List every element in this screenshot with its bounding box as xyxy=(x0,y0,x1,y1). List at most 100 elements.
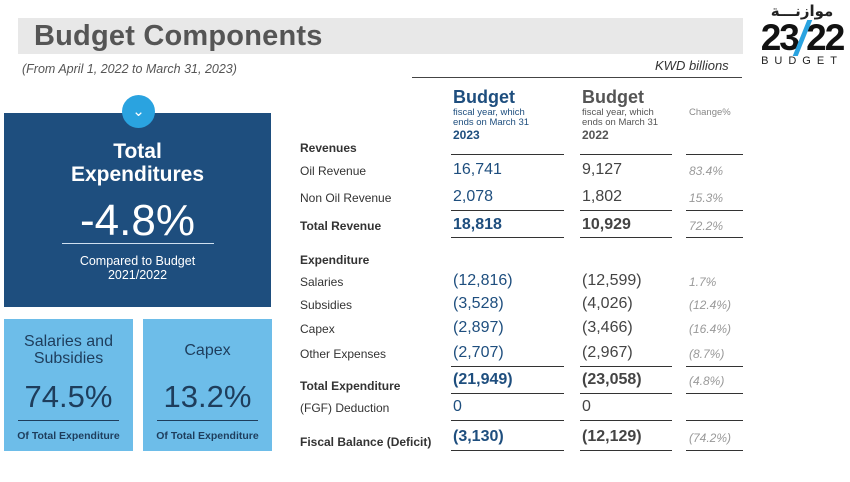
header-2022-desc2: ends on March 31 xyxy=(582,117,659,128)
total-expenditures-title: Total Expenditures xyxy=(4,140,271,186)
change-column-header: Change% xyxy=(689,107,731,118)
subsidies-2023: (3,528) xyxy=(453,295,504,312)
total-card-divider xyxy=(62,243,214,244)
salaries-2022: (12,599) xyxy=(582,272,642,289)
total-expenditure-change: (4.8%) xyxy=(689,374,725,388)
total-revenue-2023: 18,818 xyxy=(453,216,502,233)
header-2023-desc2: ends on March 31 xyxy=(453,117,530,128)
header-divider xyxy=(412,77,742,78)
header-2022-year: 2022 xyxy=(582,128,609,142)
rule-above-fiscal-balance-2022 xyxy=(580,420,672,421)
rule-below-total-revenue-2022 xyxy=(580,237,672,238)
row-label-total-expenditure: Total Expenditure xyxy=(300,379,401,393)
rule-below-total-revenue-2023 xyxy=(451,237,564,238)
fgf-deduction-2022: 0 xyxy=(582,398,591,415)
rule-below-fiscal-balance-change xyxy=(686,450,743,451)
salaries-card-percent: 74.5% xyxy=(24,379,113,414)
rule-below-total-expenditure-2022 xyxy=(580,393,672,394)
chevron-down-icon: ⌄ xyxy=(122,95,155,128)
budget-logo: موازنـــة 23 22 BUDGET xyxy=(754,2,846,68)
salaries-card-caption: Of Total Expenditure xyxy=(17,430,120,442)
header-2023-title: Budget xyxy=(453,87,515,107)
rule-above-fiscal-balance-change xyxy=(686,420,743,421)
row-label-other-expenses: Other Expenses xyxy=(300,347,387,361)
capex-change: (16.4%) xyxy=(689,322,732,336)
capex-2023: (2,897) xyxy=(453,319,504,336)
rule-above-total-revenue-2022 xyxy=(580,210,672,211)
total-revenue-2022: 10,929 xyxy=(582,216,631,233)
rule-above-total-expenditure-2023 xyxy=(451,366,564,367)
non-oil-revenue-2023: 2,078 xyxy=(453,188,494,205)
title-bar xyxy=(18,18,743,54)
total-compare-text: Compared to Budget 2021/2022 xyxy=(4,254,271,282)
other-expenses-change: (8.7%) xyxy=(689,347,725,361)
total-expenditures-percent: -4.8% xyxy=(80,196,195,245)
other-expenses-2022: (2,967) xyxy=(582,344,633,361)
row-label-fgf-deduction: (FGF) Deduction xyxy=(300,401,390,415)
header-2022-desc1: fiscal year, which xyxy=(582,107,654,118)
header-rule-2022 xyxy=(580,154,672,155)
oil-revenue-2023: 16,741 xyxy=(453,161,502,178)
row-label-subsidies: Subsidies xyxy=(300,298,353,312)
oil-revenue-change: 83.4% xyxy=(689,164,724,178)
logo-word: BUDGET xyxy=(761,55,843,67)
page-title: Budget Components xyxy=(34,20,323,52)
total-revenue-change: 72.2% xyxy=(689,219,724,233)
units-label: KWD billions xyxy=(655,58,729,73)
column-header-2023: Budget fiscal year, which ends on March … xyxy=(453,88,529,142)
column-header-2022: Budget fiscal year, which ends on March … xyxy=(582,88,658,142)
subsidies-2022: (4,026) xyxy=(582,295,633,312)
header-rule-2023 xyxy=(451,154,564,155)
fgf-deduction-2023: 0 xyxy=(453,398,462,415)
rule-below-fiscal-balance-2023 xyxy=(451,450,564,451)
row-label-oil-revenue: Oil Revenue xyxy=(300,164,367,178)
header-2023-year: 2023 xyxy=(453,128,480,142)
rule-above-total-expenditure-change xyxy=(686,366,743,367)
capex-2022: (3,466) xyxy=(582,319,633,336)
row-label-capex: Capex xyxy=(300,322,335,336)
capex-card-title: Capex xyxy=(184,342,231,359)
subsidies-change: (12.4%) xyxy=(689,298,732,312)
salaries-title-line2: Subsidies xyxy=(33,350,104,367)
fiscal-balance-2022: (12,129) xyxy=(582,428,642,445)
rule-below-fiscal-balance-2022 xyxy=(580,450,672,451)
total-title-line2: Expenditures xyxy=(70,163,205,186)
fiscal-balance-2023: (3,130) xyxy=(453,428,504,445)
header-rule-change xyxy=(686,154,743,155)
rule-below-total-expenditure-change xyxy=(686,393,743,394)
total-expenditure-2022: (23,058) xyxy=(582,371,642,388)
rule-above-total-revenue-2023 xyxy=(451,210,564,211)
oil-revenue-2022: 9,127 xyxy=(582,161,623,178)
salaries-card-divider xyxy=(18,420,119,421)
salaries-change: 1.7% xyxy=(689,275,717,289)
capex-card-caption: Of Total Expenditure xyxy=(156,430,259,442)
non-oil-revenue-2022: 1,802 xyxy=(582,188,623,205)
row-label-total-revenue: Total Revenue xyxy=(300,219,382,233)
row-label-fiscal-balance: Fiscal Balance (Deficit) xyxy=(300,435,432,449)
rule-above-total-revenue-change xyxy=(686,210,743,211)
salaries-card-title: Salaries and Subsidies xyxy=(4,333,133,367)
capex-card-percent: 13.2% xyxy=(163,379,252,414)
salaries-subsidies-card: Salaries and Subsidies 74.5% Of Total Ex… xyxy=(4,319,133,451)
rule-below-total-expenditure-2023 xyxy=(451,393,564,394)
total-compare-line1: Compared to Budget xyxy=(79,254,196,268)
revenues-section-label: Revenues xyxy=(300,141,357,155)
logo-arabic-text: موازنـــة xyxy=(770,3,834,20)
rule-above-fiscal-balance-2023 xyxy=(451,420,564,421)
row-label-salaries: Salaries xyxy=(300,275,344,289)
capex-card-divider xyxy=(157,420,258,421)
period-subtitle: (From April 1, 2022 to March 31, 2023) xyxy=(22,62,237,76)
total-expenditures-card xyxy=(4,113,271,307)
salaries-title-line1: Salaries and xyxy=(24,333,113,350)
rule-above-total-expenditure-2022 xyxy=(580,366,672,367)
expenditure-section-label: Expenditure xyxy=(300,253,370,267)
non-oil-revenue-change: 15.3% xyxy=(689,191,724,205)
header-2022-title: Budget xyxy=(582,87,644,107)
fiscal-balance-change: (74.2%) xyxy=(689,431,732,445)
row-label-non-oil-revenue: Non Oil Revenue xyxy=(300,191,392,205)
salaries-2023: (12,816) xyxy=(453,272,513,289)
total-compare-line2: 2021/2022 xyxy=(107,268,168,282)
header-2023-desc1: fiscal year, which xyxy=(453,107,525,118)
rule-below-total-revenue-change xyxy=(686,237,743,238)
total-expenditure-2023: (21,949) xyxy=(453,371,513,388)
